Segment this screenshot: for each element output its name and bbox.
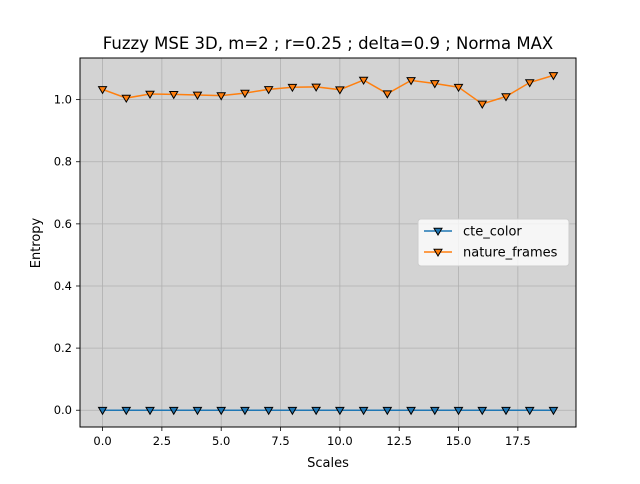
data-point bbox=[145, 90, 155, 100]
data-point bbox=[406, 77, 416, 86]
x-tick-label: 15.0 bbox=[446, 434, 472, 448]
data-point bbox=[429, 406, 440, 416]
data-point bbox=[477, 406, 488, 416]
data-point bbox=[263, 406, 274, 416]
chart-title: Fuzzy MSE 3D, m=2 ; r=0.25 ; delta=0.9 ;… bbox=[103, 34, 553, 53]
data-point bbox=[97, 86, 108, 95]
data-point bbox=[121, 406, 132, 416]
data-point bbox=[145, 406, 155, 416]
x-tick-label: 5.0 bbox=[212, 434, 230, 448]
x-tick-label: 17.5 bbox=[505, 434, 531, 448]
legend-label: nature_frames bbox=[463, 246, 558, 261]
x-axis-label: Scales bbox=[307, 456, 349, 471]
data-point bbox=[216, 92, 227, 101]
data-point bbox=[548, 72, 559, 81]
data-point bbox=[97, 406, 108, 416]
data-point bbox=[453, 406, 464, 416]
data-point bbox=[192, 91, 203, 100]
plot-frame bbox=[79, 57, 577, 428]
y-axis-label: Entropy bbox=[29, 217, 44, 268]
data-point bbox=[524, 406, 535, 416]
x-tick-label: 2.5 bbox=[153, 434, 171, 448]
x-tick-label: 10.0 bbox=[327, 434, 353, 448]
data-point bbox=[429, 80, 440, 89]
data-point bbox=[358, 76, 369, 86]
y-tick-label: 0.6 bbox=[54, 217, 72, 231]
y-tick-label: 0.4 bbox=[54, 279, 72, 293]
data-point bbox=[240, 406, 250, 416]
series-layer bbox=[97, 72, 559, 416]
data-point bbox=[240, 89, 250, 99]
data-point bbox=[358, 406, 369, 416]
data-point bbox=[168, 91, 179, 100]
series-nature_frames bbox=[97, 72, 559, 109]
legend-marker bbox=[433, 248, 443, 257]
x-tick-label: 12.5 bbox=[386, 434, 412, 448]
x-tick-label: 7.5 bbox=[271, 434, 289, 448]
legend-entries: cte_color nature_frames bbox=[424, 225, 558, 261]
y-tick-label: 1.0 bbox=[54, 93, 72, 107]
y-tick-label: 0.8 bbox=[54, 155, 72, 169]
data-point bbox=[263, 86, 274, 95]
legend-marker bbox=[433, 227, 443, 236]
y-tick-label: 0.0 bbox=[54, 403, 72, 417]
data-point bbox=[287, 406, 298, 416]
data-point bbox=[382, 406, 393, 416]
data-point bbox=[192, 406, 203, 416]
data-point bbox=[548, 406, 559, 416]
legend-box bbox=[417, 218, 570, 267]
data-point bbox=[168, 406, 179, 416]
data-point bbox=[501, 93, 511, 102]
x-tick-label: 0.0 bbox=[93, 434, 111, 448]
data-point bbox=[477, 100, 488, 109]
data-point bbox=[216, 406, 227, 416]
data-point bbox=[121, 94, 132, 104]
data-point bbox=[382, 90, 393, 99]
data-point bbox=[406, 406, 416, 416]
series-cte_color bbox=[97, 406, 559, 416]
data-point bbox=[334, 86, 345, 95]
data-point bbox=[311, 406, 322, 416]
data-point bbox=[524, 79, 535, 88]
legend-label: cte_color bbox=[463, 225, 522, 240]
legend: cte_color nature_frames bbox=[417, 218, 570, 267]
data-point bbox=[311, 83, 322, 92]
axis-ticks: 0.0 2.5 5.0 7.5 10.0 12.5 15.0 17.5 0.0 0.2 0.4 0.6… bbox=[54, 93, 531, 448]
data-point bbox=[287, 83, 298, 93]
y-tick-label: 0.2 bbox=[54, 341, 72, 355]
data-point bbox=[334, 406, 345, 416]
data-point bbox=[453, 83, 464, 93]
data-point bbox=[501, 406, 511, 416]
